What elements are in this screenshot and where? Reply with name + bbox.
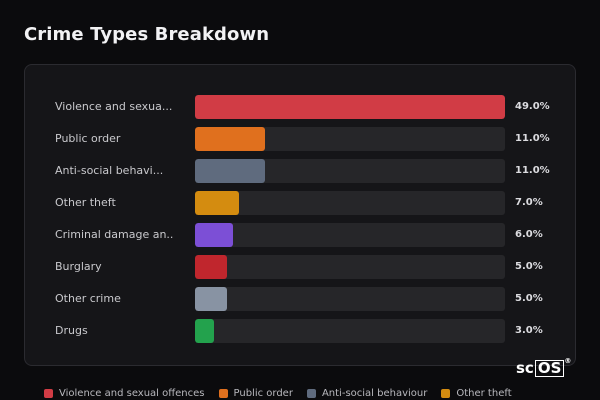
bar [195, 287, 227, 311]
bar-value-label: 5.0% [515, 261, 543, 272]
bar [195, 95, 505, 119]
chart-card: Violence and sexua... 49.0% Public order 11… [24, 64, 576, 366]
bar-category-label: Anti-social behavi... [55, 164, 164, 177]
bar-track [195, 287, 505, 311]
bar [195, 127, 265, 151]
bar-category-label: Drugs [55, 324, 88, 337]
bar-value-label: 11.0% [515, 165, 550, 176]
bar-value-label: 7.0% [515, 197, 543, 208]
bar-value-label: 3.0% [515, 325, 543, 336]
bar-track [195, 159, 505, 183]
bar-track [195, 319, 505, 343]
legend-label: Anti-social behaviour [321, 387, 428, 399]
bar-row: Violence and sexua... 49.0% [25, 95, 575, 119]
bar-track [195, 127, 505, 151]
legend-item: Public order [218, 386, 293, 400]
bar [195, 223, 233, 247]
legend-label: Public order [233, 387, 293, 399]
logo-registered-mark: ® [564, 357, 572, 365]
legend-label: Other theft [456, 387, 512, 399]
bar-row: Burglary 5.0% [25, 255, 575, 279]
legend-swatch [218, 388, 228, 398]
brand-logo: sc OS ® [516, 357, 571, 377]
legend: Violence and sexual offences Public order… [44, 386, 512, 400]
bar-track [195, 223, 505, 247]
bar-row: Criminal damage an... 6.0% [25, 223, 575, 247]
legend-label: Violence and sexual offences [59, 387, 205, 399]
bar-category-label: Violence and sexua... [55, 100, 173, 113]
legend-item: Violence and sexual offences [44, 386, 205, 400]
legend-item: Other theft [441, 386, 512, 400]
bar-row: Drugs 3.0% [25, 319, 575, 343]
bar [195, 255, 227, 279]
bar-row: Other theft 7.0% [25, 191, 575, 215]
bar-row: Anti-social behavi... 11.0% [25, 159, 575, 183]
bar-track [195, 255, 505, 279]
bar-value-label: 49.0% [515, 101, 550, 112]
bar-category-label: Other theft [55, 196, 116, 209]
bar-row: Public order 11.0% [25, 127, 575, 151]
bar-row: Other crime 5.0% [25, 287, 575, 311]
legend-swatch [441, 388, 451, 398]
bar-value-label: 5.0% [515, 293, 543, 304]
bar [195, 191, 240, 215]
logo-box-text: OS [534, 359, 565, 377]
bar-value-label: 6.0% [515, 229, 543, 240]
legend-item: Anti-social behaviour [306, 386, 428, 400]
bar-track [195, 191, 505, 215]
bar-category-label: Burglary [55, 260, 102, 273]
bar-category-label: Other crime [55, 292, 121, 305]
legend-swatch [306, 388, 316, 398]
bar-category-label: Criminal damage an... [55, 228, 173, 241]
bar-track [195, 95, 505, 119]
bar-category-label: Public order [55, 132, 121, 145]
bar [195, 159, 265, 183]
page-title: Crime Types Breakdown [24, 24, 270, 45]
legend-swatch [44, 388, 53, 398]
logo-text: sc [516, 359, 534, 377]
bar-value-label: 11.0% [515, 133, 550, 144]
bar [195, 319, 214, 343]
